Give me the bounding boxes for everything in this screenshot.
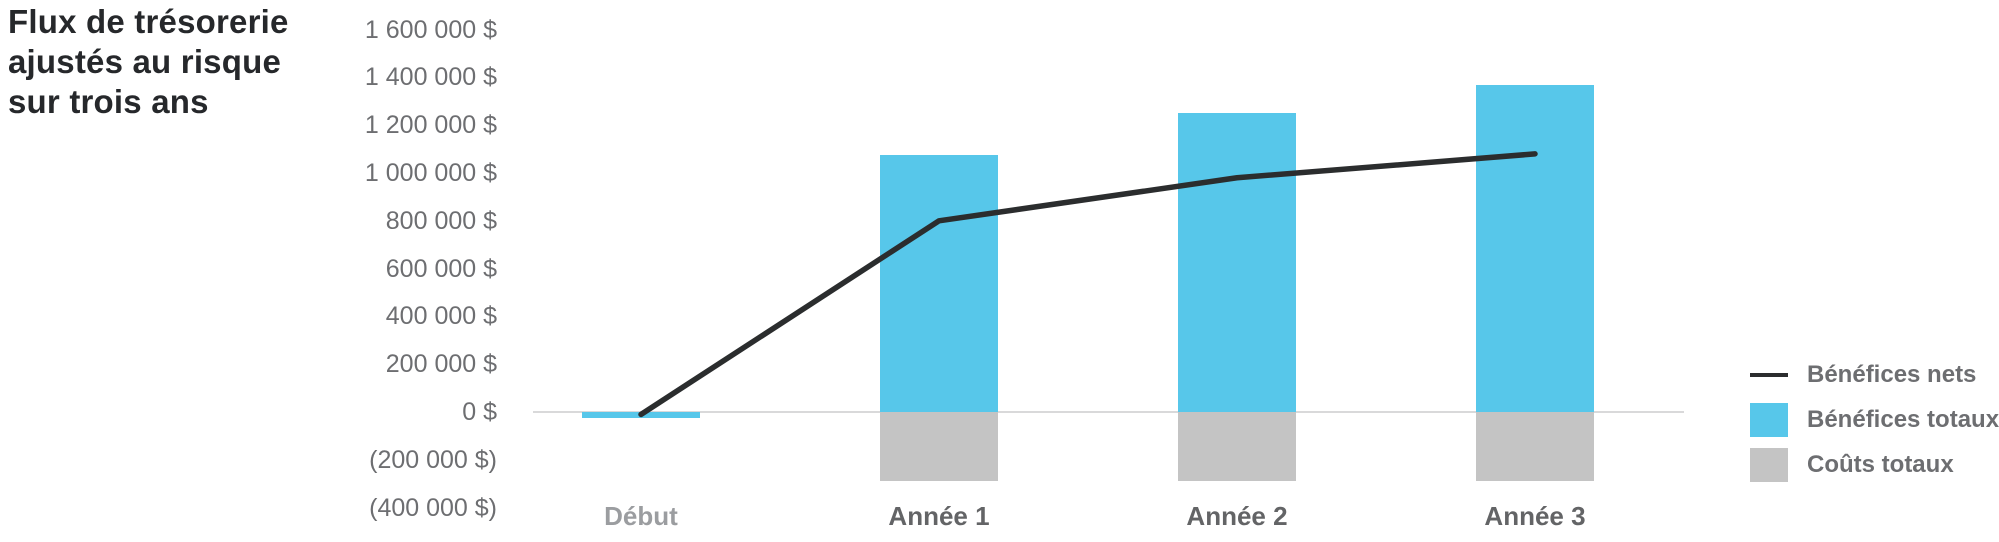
legend-item-benefices-totaux: Bénéfices totaux <box>1750 397 1999 442</box>
net-line-swatch-icon <box>1750 372 1788 377</box>
legend-label: Bénéfices nets <box>1807 360 1977 388</box>
legend-swatch-box <box>1750 402 1788 437</box>
x-axis-category-label: Début <box>604 501 678 531</box>
legend-item-benefices-nets: Bénéfices nets <box>1750 352 1999 397</box>
bar-b-n-fices-totaux <box>1178 113 1296 412</box>
chart-title-line-1: Flux de trésorerie <box>8 3 289 40</box>
chart-title: Flux de trésorerie ajustés au risque sur… <box>8 2 289 122</box>
x-axis-category-label: Année 1 <box>888 501 990 531</box>
bar-co-ts-totaux <box>1476 412 1594 482</box>
blue-square-swatch-icon <box>1750 402 1788 437</box>
bar-co-ts-totaux <box>1178 412 1296 482</box>
y-axis-tick-label: 1 600 000 $ <box>364 15 497 44</box>
y-axis-tick-label: 1 400 000 $ <box>364 63 497 92</box>
legend-swatch-box <box>1750 447 1788 482</box>
y-axis-tick-label: 400 000 $ <box>385 302 497 331</box>
legend-label: Bénéfices totaux <box>1807 405 1999 433</box>
legend-label: Coûts totaux <box>1807 450 1954 478</box>
y-axis-tick-label: (200 000 $) <box>369 445 497 474</box>
y-axis-tick-label: 200 000 $ <box>385 350 497 379</box>
legend: Bénéfices nets Bénéfices totaux Coûts to… <box>1750 352 1999 487</box>
x-axis-category-label: Année 3 <box>1484 501 1586 531</box>
net-benefits-polyline <box>638 151 1538 418</box>
y-axis-tick-label: 800 000 $ <box>385 206 497 235</box>
bar-b-n-fices-totaux <box>880 155 998 412</box>
legend-swatch-box <box>1750 372 1788 377</box>
bar-b-n-fices-totaux <box>582 412 700 418</box>
y-axis-tick-label: (400 000 $) <box>369 493 497 522</box>
y-axis-tick-label: 600 000 $ <box>385 254 497 283</box>
chart-title-line-2: ajustés au risque <box>8 43 282 80</box>
y-axis-tick-label: 1 000 000 $ <box>364 159 497 187</box>
legend-item-couts-totaux: Coûts totaux <box>1750 442 1999 487</box>
gray-square-swatch-icon <box>1750 447 1788 482</box>
x-axis-category-label: Année 2 <box>1186 501 1288 531</box>
y-axis-tick-label: 1 200 000 $ <box>364 111 497 140</box>
chart-title-line-3: sur trois ans <box>8 83 209 120</box>
bar-co-ts-totaux <box>880 412 998 482</box>
y-axis-tick-label: 0 $ <box>462 398 497 426</box>
bar-b-n-fices-totaux <box>1476 84 1594 412</box>
